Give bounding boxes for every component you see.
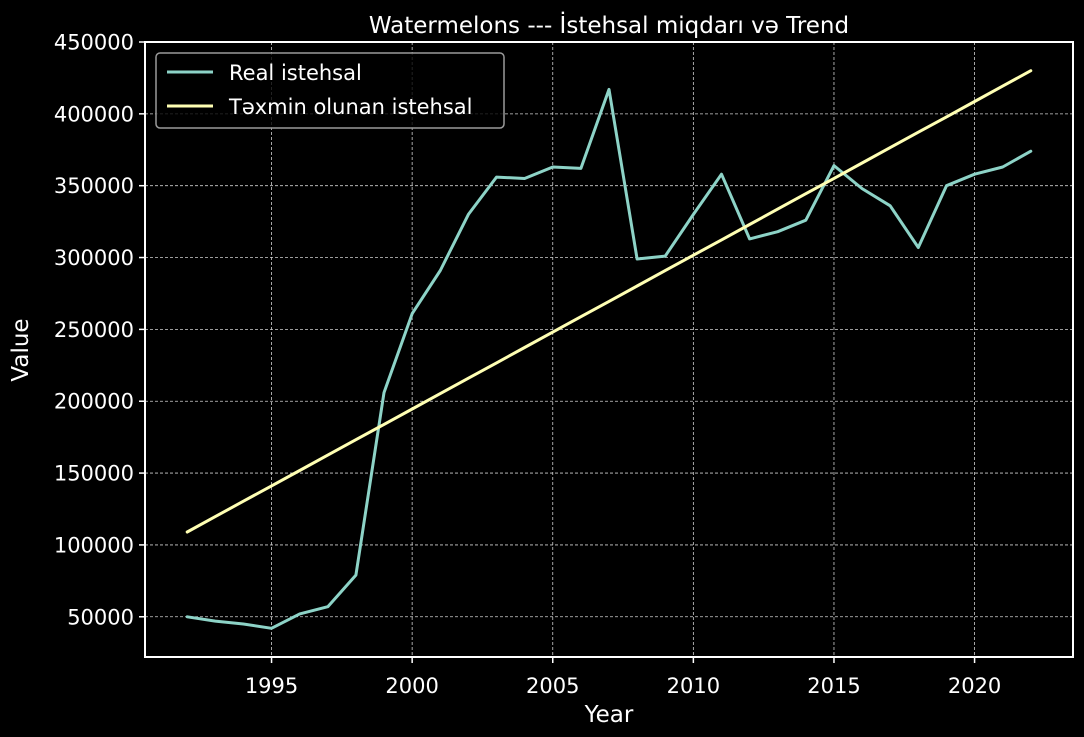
x-tick-label: 2015	[807, 674, 860, 698]
legend-label-2: Təxmin olunan istehsal	[228, 95, 473, 119]
x-tick-label: 2005	[526, 674, 579, 698]
y-tick-label: 50000	[67, 605, 134, 629]
legend-box	[155, 52, 505, 129]
x-tick-label: 2000	[385, 674, 438, 698]
legend-label-1: Real istehsal	[229, 61, 362, 85]
grid	[145, 41, 1073, 657]
y-tick-label: 450000	[54, 31, 134, 55]
x-axis-label: Year	[584, 702, 634, 728]
axis-ticks: 1995 2000 2005 2010 2015 2020 50000 100000 15000…	[54, 31, 1001, 699]
legend: Real istehsal Təxmin olunan istehsal	[155, 52, 505, 129]
y-tick-label: 350000	[54, 174, 134, 198]
x-tick-label: 1995	[245, 674, 298, 698]
series-line-1	[185, 87, 1033, 630]
y-tick-label: 300000	[54, 246, 134, 270]
y-tick-label: 200000	[54, 390, 134, 414]
y-tick-label: 100000	[54, 533, 134, 557]
plot-frame	[144, 41, 1074, 658]
y-tick-label: 150000	[54, 462, 134, 486]
y-tick-label: 250000	[54, 318, 134, 342]
chart-title: Watermelons --- İstehsal miqdarı və Tren…	[369, 11, 849, 39]
series-lines	[185, 69, 1033, 630]
x-tick-label: 2020	[948, 674, 1001, 698]
x-tick-label: 2010	[667, 674, 720, 698]
y-axis-label: Value	[8, 318, 34, 381]
series-line-2	[185, 69, 1033, 534]
y-tick-label: 400000	[54, 102, 134, 126]
